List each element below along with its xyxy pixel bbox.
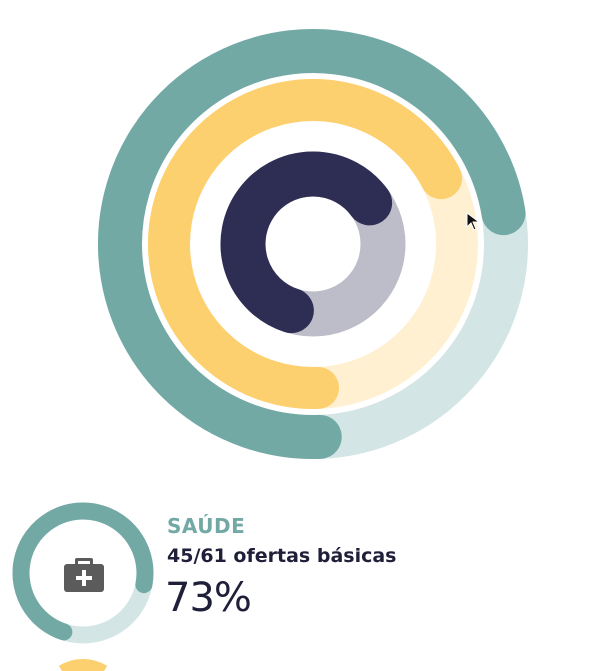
mouse-cursor-icon bbox=[466, 212, 481, 231]
ring-saude-progress[interactable] bbox=[98, 29, 526, 459]
category-offers-count: 45/61 ofertas básicas bbox=[167, 545, 397, 567]
ring-center bbox=[266, 197, 360, 291]
ring-yellow-ring-progress[interactable] bbox=[148, 79, 463, 409]
category-progress-ring bbox=[12, 502, 154, 644]
category-title: SAÚDE bbox=[167, 514, 246, 538]
medical-kit-icon bbox=[64, 558, 104, 592]
progress-rings-chart bbox=[98, 29, 528, 459]
ring-navy-ring-progress[interactable] bbox=[220, 151, 393, 334]
category-ring-progress[interactable] bbox=[12, 502, 154, 641]
category-card-saude[interactable] bbox=[0, 490, 606, 650]
next-category-ring-peek bbox=[58, 659, 108, 671]
category-percentage: 73% bbox=[165, 575, 252, 621]
